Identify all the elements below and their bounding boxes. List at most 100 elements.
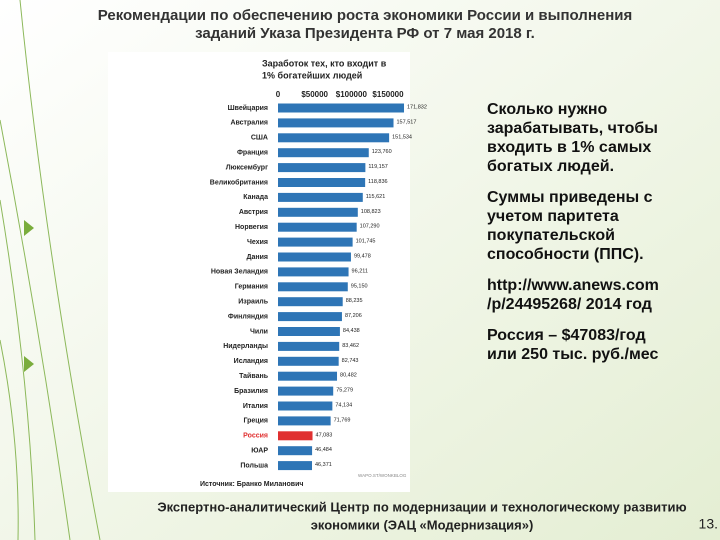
side-text: учетом паритета: [487, 208, 619, 225]
chart-title: 1% богатейших людей: [262, 70, 362, 80]
value-label: 96,211: [352, 268, 368, 274]
watermark: WAPO.ST/WONKBLOG: [358, 473, 407, 478]
bar: [278, 118, 394, 128]
bar: [278, 386, 334, 396]
side-text: http://www.anews.com: [487, 277, 659, 294]
bar: [278, 192, 363, 202]
bar: [278, 431, 313, 441]
value-label: 75,279: [336, 388, 353, 394]
slide-title: заданий Указа Президента РФ от 7 мая 201…: [195, 25, 535, 42]
side-text: Суммы приведены с: [487, 189, 653, 206]
y-tick-label: Тайвань: [239, 372, 269, 380]
value-label: 82,743: [342, 358, 359, 364]
y-tick-label: Финляндия: [228, 313, 268, 320]
source: Источник: Бранко Миланович: [200, 481, 303, 488]
bar: [278, 133, 390, 143]
y-tick-label: Исландия: [234, 358, 268, 365]
bar: [278, 252, 351, 262]
decoration: [0, 0, 101, 540]
side-text: входить в 1% самых: [487, 139, 651, 156]
y-tick-label: Бразилия: [234, 388, 268, 395]
bar: [278, 282, 348, 292]
value-label: 123,760: [372, 149, 392, 155]
bar: [278, 446, 313, 456]
y-tick-label: Канада: [243, 194, 268, 201]
value-label: 95,150: [351, 283, 368, 289]
bar: [278, 297, 343, 307]
value-label: 157,517: [397, 119, 417, 125]
bullet: [24, 356, 34, 372]
bar: [278, 401, 333, 411]
value-label: 46,484: [315, 447, 332, 453]
bar: [278, 267, 349, 277]
bar: [278, 163, 366, 173]
value-label: 83,462: [342, 343, 359, 349]
value-label: 46,371: [315, 462, 332, 468]
y-tick-label: Дания: [247, 254, 269, 261]
value-label: 74,134: [335, 402, 352, 408]
y-tick-label: Греция: [243, 418, 268, 425]
bar: [278, 356, 339, 366]
value-label: 115,621: [366, 194, 385, 200]
bar: [278, 461, 313, 471]
page-number: 13.: [699, 516, 718, 532]
x-tick-label: $50000: [301, 90, 328, 99]
value-label: 119,157: [368, 164, 387, 170]
value-label: 151,534: [392, 134, 412, 140]
bar: [278, 341, 340, 351]
bar: [278, 371, 338, 381]
y-tick-label: Россия: [243, 433, 268, 440]
y-tick-label: Чехия: [247, 239, 268, 246]
bar: [278, 237, 353, 247]
bar: [278, 207, 358, 217]
value-label: 101,745: [356, 239, 376, 245]
side-text: покупательской: [487, 227, 615, 244]
y-tick-label: США: [251, 135, 268, 142]
y-tick-label: Новая Зеландия: [211, 269, 268, 276]
side-text: Сколько нужно: [487, 101, 608, 118]
y-tick-label: Израиль: [238, 299, 268, 306]
value-label: 87,206: [345, 313, 362, 319]
chart-title: Заработок тех, кто входит в: [262, 58, 387, 68]
bar: [278, 327, 340, 336]
value-label: 99,478: [354, 253, 371, 259]
y-tick-label: Люксембург: [226, 163, 268, 171]
value-label: 47,083: [316, 432, 333, 438]
bar: [278, 103, 405, 113]
y-tick-label: Италия: [243, 403, 268, 410]
bar: [278, 148, 369, 158]
y-tick-label: Польша: [240, 462, 268, 469]
value-label: 71,769: [334, 417, 351, 423]
value-label: 171,832: [407, 104, 427, 110]
y-tick-label: Австрия: [239, 209, 268, 216]
value-label: 84,438: [343, 328, 360, 334]
y-tick-label: ЮАР: [251, 448, 268, 455]
y-tick-label: Австралия: [230, 120, 268, 127]
bar: [278, 416, 331, 426]
value-label: 107,290: [360, 224, 380, 230]
side-text: Россия – $47083/год: [487, 327, 646, 344]
value-label: 80,482: [340, 373, 357, 379]
y-tick-label: Нидерланды: [223, 343, 268, 350]
side-text: зарабатывать, чтобы: [487, 120, 658, 137]
x-tick-label: $150000: [372, 90, 404, 99]
y-tick-label: Чили: [250, 328, 268, 335]
x-tick-label: 0: [276, 90, 281, 99]
bar: [278, 178, 366, 187]
value-label: 88,235: [346, 298, 363, 304]
y-tick-label: Германия: [235, 284, 268, 291]
y-tick-label: Швейцария: [228, 104, 268, 112]
side-text: /p/24495268/ 2014 год: [487, 296, 652, 313]
value-label: 108,823: [361, 209, 381, 215]
footer: экономики (ЭАЦ «Модернизация»): [311, 517, 534, 532]
bullet: [24, 220, 34, 236]
y-tick-label: Норвегия: [235, 224, 268, 231]
value-label: 118,836: [368, 179, 387, 185]
x-tick-label: $100000: [336, 90, 368, 99]
side-text: или 250 тыс. руб./мес: [487, 346, 658, 363]
footer: Экспертно-аналитический Центр по модерни…: [157, 499, 686, 514]
side-text: способности (ППС).: [487, 246, 644, 263]
bar: [278, 312, 342, 322]
side-text: богатых людей.: [487, 158, 614, 175]
